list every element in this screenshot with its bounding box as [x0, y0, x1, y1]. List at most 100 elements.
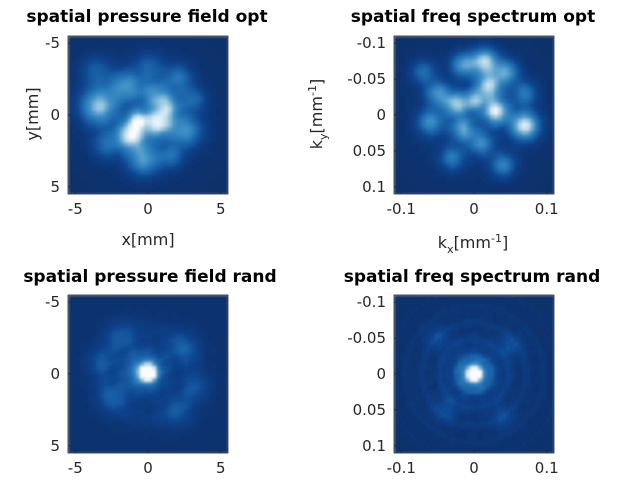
heatmap-cell	[120, 158, 125, 163]
heatmap-cell	[518, 170, 523, 175]
heatmap-cell	[458, 79, 463, 84]
heatmap-cell	[128, 122, 133, 128]
heatmap-cell	[216, 298, 221, 304]
heatmap-cell	[510, 91, 515, 96]
heatmap-cell	[438, 83, 443, 88]
heatmap-cell	[208, 429, 213, 434]
heatmap-cell	[68, 178, 73, 183]
heatmap-cell	[426, 146, 431, 152]
heatmap-cell	[498, 182, 503, 187]
heatmap-cell	[180, 295, 185, 300]
heatmap-cell	[216, 162, 221, 167]
heatmap-cell	[120, 39, 125, 45]
heatmap-cell	[220, 377, 225, 383]
heatmap-cell	[88, 413, 93, 419]
heatmap-cell	[96, 146, 101, 152]
heatmap-cell	[76, 75, 81, 81]
heatmap-cell	[160, 401, 165, 407]
heatmap-cell	[152, 103, 157, 108]
heatmap-cell	[104, 126, 109, 132]
heatmap-cell	[188, 83, 193, 88]
heatmap-cell	[144, 142, 149, 148]
heatmap-cell	[224, 389, 228, 395]
heatmap-cell	[124, 421, 129, 426]
heatmap-cell	[498, 95, 503, 100]
heatmap-cell	[180, 59, 185, 65]
heatmap-cell	[84, 445, 89, 450]
heatmap-cell	[212, 190, 217, 194]
heatmap-cell	[216, 158, 221, 163]
heatmap-cell	[534, 39, 539, 45]
heatmap-cell	[156, 314, 161, 320]
heatmap-cell	[530, 158, 535, 163]
heatmap-cell	[506, 47, 511, 53]
heatmap-cell	[220, 158, 225, 163]
heatmap-cell	[502, 122, 507, 128]
heatmap-cell	[414, 158, 419, 163]
heatmap-cell	[144, 154, 149, 160]
heatmap-cell	[176, 115, 181, 120]
heatmap-cell	[518, 302, 523, 308]
heatmap-cell	[506, 95, 511, 100]
heatmap-cell	[402, 170, 407, 175]
heatmap-cell	[224, 91, 228, 96]
heatmap-cell	[482, 142, 487, 148]
heatmap-cell	[514, 130, 519, 136]
heatmap-cell	[180, 358, 185, 363]
heatmap-cell	[526, 182, 531, 187]
heatmap-cell	[430, 174, 435, 179]
heatmap-cell	[80, 111, 85, 116]
heatmap-cell	[204, 417, 209, 422]
heatmap-cell	[212, 362, 217, 367]
heatmap-cell	[430, 99, 435, 104]
heatmap-cell	[470, 67, 475, 73]
heatmap-cell	[514, 295, 519, 300]
heatmap-cell	[112, 425, 117, 430]
heatmap-cell	[132, 441, 137, 446]
heatmap-cell	[526, 63, 531, 69]
heatmap-cell	[124, 67, 129, 73]
heatmap-cell	[196, 354, 201, 359]
heatmap-cell	[132, 118, 137, 124]
heatmap-cell	[184, 370, 189, 375]
heatmap-cell	[156, 334, 161, 340]
heatmap-cell	[224, 385, 228, 391]
heatmap-cell	[124, 330, 129, 336]
heatmap-cell	[418, 115, 423, 120]
heatmap-cell	[68, 142, 73, 148]
heatmap-cell	[136, 111, 141, 116]
heatmap-cell	[180, 445, 185, 450]
heatmap-cell	[84, 401, 89, 407]
heatmap-cell	[204, 150, 209, 156]
heatmap-cell	[104, 437, 109, 442]
x-tick-label: 0	[143, 459, 153, 477]
heatmap-cell	[422, 126, 427, 132]
heatmap-cell	[426, 36, 431, 41]
heatmap-cell	[156, 87, 161, 92]
heatmap-cell	[136, 154, 141, 160]
heatmap-cell	[192, 47, 197, 53]
heatmap-cell	[422, 170, 427, 175]
heatmap-cell	[132, 67, 137, 73]
heatmap-cell	[184, 95, 189, 100]
heatmap-cell	[120, 174, 125, 179]
heatmap-cell	[442, 111, 447, 116]
heatmap-cell	[394, 111, 399, 116]
heatmap-cell	[100, 162, 105, 167]
heatmap-cell	[100, 99, 105, 104]
heatmap-cell	[466, 55, 471, 61]
heatmap-cell	[124, 83, 129, 88]
heatmap-cell	[494, 75, 499, 81]
heatmap-cell	[466, 71, 471, 77]
heatmap-cell	[88, 122, 93, 128]
heatmap-cell	[172, 83, 177, 88]
heatmap-cell	[152, 47, 157, 53]
heatmap-cell	[108, 47, 113, 53]
heatmap-cell	[132, 146, 137, 152]
heatmap-cell	[164, 51, 169, 57]
heatmap-cell	[414, 83, 419, 88]
heatmap-cell	[188, 134, 193, 140]
heatmap-cell	[108, 381, 113, 387]
heatmap-cell	[522, 122, 527, 128]
heatmap-cell	[442, 302, 447, 308]
